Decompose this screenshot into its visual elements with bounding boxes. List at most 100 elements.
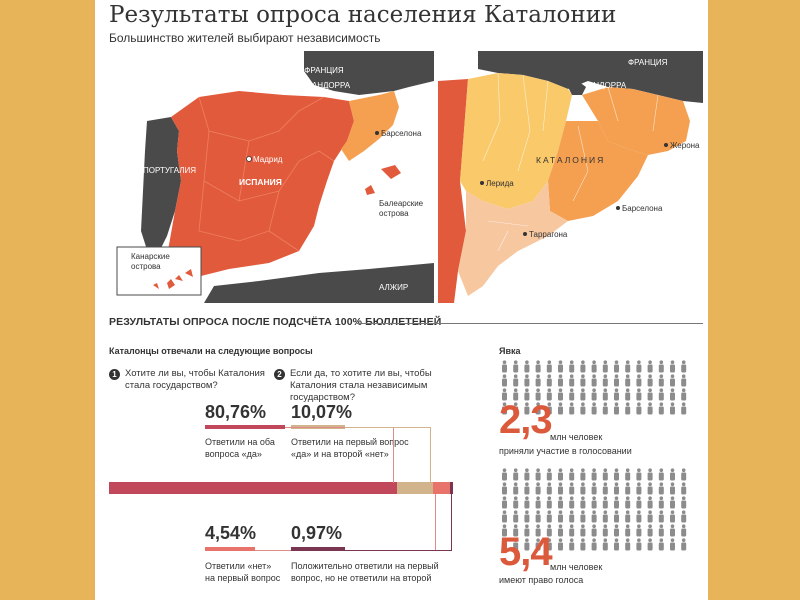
person-icon xyxy=(558,374,563,386)
result-3-bar xyxy=(205,547,255,551)
person-icon xyxy=(648,388,653,400)
person-icon xyxy=(513,482,518,494)
person-icon xyxy=(659,360,664,372)
person-icon xyxy=(648,482,653,494)
person-icon xyxy=(513,510,518,522)
person-icon xyxy=(592,360,597,372)
page-title: Результаты опроса населения Каталонии xyxy=(109,2,616,28)
person-icon xyxy=(547,468,552,480)
label-spain: ИСПАНИЯ xyxy=(239,177,282,187)
label-barcelona-left: Барселона xyxy=(381,129,422,138)
person-icon xyxy=(614,538,619,550)
person-icon xyxy=(558,496,563,508)
label-catalonia: КАТАЛОНИЯ xyxy=(536,155,605,165)
person-icon xyxy=(670,524,675,536)
person-icon xyxy=(558,468,563,480)
person-icon xyxy=(614,388,619,400)
person-icon xyxy=(625,482,630,494)
person-icon xyxy=(681,510,686,522)
person-icon xyxy=(592,388,597,400)
person-icon xyxy=(614,496,619,508)
person-icon xyxy=(580,510,585,522)
person-icon xyxy=(592,482,597,494)
person-icon xyxy=(625,402,630,414)
participated-value: 2,3 xyxy=(499,398,552,443)
result-4-label: Положительно ответили на первый вопрос, н… xyxy=(291,560,439,584)
person-icon xyxy=(648,538,653,550)
person-icon xyxy=(502,482,507,494)
person-icon xyxy=(536,374,541,386)
person-icon xyxy=(670,468,675,480)
person-icon xyxy=(648,402,653,414)
person-icon xyxy=(681,360,686,372)
label-girona: Жерона xyxy=(670,141,700,150)
person-icon xyxy=(580,468,585,480)
person-icon xyxy=(536,482,541,494)
result-4-value: 0,97% xyxy=(291,523,342,544)
person-icon xyxy=(636,388,641,400)
person-icon xyxy=(603,482,608,494)
person-icon xyxy=(502,510,507,522)
person-icon xyxy=(636,524,641,536)
person-icon xyxy=(569,402,574,414)
label-madrid: Мадрид xyxy=(253,155,283,164)
person-icon xyxy=(603,524,608,536)
connector-result-4 xyxy=(345,494,452,551)
person-icon xyxy=(592,524,597,536)
person-icon xyxy=(580,538,585,550)
person-icon xyxy=(558,360,563,372)
label-tarragona: Таррагона xyxy=(529,230,568,239)
person-icon xyxy=(592,402,597,414)
eligible-value: 5,4 xyxy=(499,530,552,575)
person-icon xyxy=(524,496,529,508)
result-1-value: 80,76% xyxy=(205,402,266,423)
person-icon xyxy=(681,482,686,494)
person-icon xyxy=(513,374,518,386)
person-icon xyxy=(524,482,529,494)
person-icon xyxy=(569,388,574,400)
person-icon xyxy=(659,524,664,536)
person-icon xyxy=(659,482,664,494)
person-icon xyxy=(659,468,664,480)
person-icon xyxy=(648,374,653,386)
label-andorra-right: АНДОРРА xyxy=(588,81,627,90)
person-icon xyxy=(681,402,686,414)
person-icon xyxy=(592,510,597,522)
person-icon xyxy=(681,374,686,386)
result-3-value: 4,54% xyxy=(205,523,256,544)
person-icon xyxy=(625,524,630,536)
person-icon xyxy=(580,496,585,508)
person-icon xyxy=(558,538,563,550)
person-icon xyxy=(681,496,686,508)
person-icon xyxy=(636,374,641,386)
person-icon xyxy=(681,468,686,480)
person-icon xyxy=(502,468,507,480)
person-icon xyxy=(580,482,585,494)
person-icon xyxy=(681,538,686,550)
person-icon xyxy=(558,402,563,414)
bar-segment-yes-no xyxy=(397,482,433,494)
person-icon xyxy=(625,388,630,400)
person-icon xyxy=(547,360,552,372)
person-icon xyxy=(547,374,552,386)
person-icon xyxy=(524,468,529,480)
person-icon xyxy=(625,360,630,372)
person-icon xyxy=(636,510,641,522)
person-icon xyxy=(513,496,518,508)
person-icon xyxy=(547,482,552,494)
label-france-left: ФРАНЦИЯ xyxy=(304,66,344,75)
person-icon xyxy=(558,510,563,522)
person-icon xyxy=(614,402,619,414)
person-icon xyxy=(513,360,518,372)
person-icon xyxy=(592,374,597,386)
bar-segment-yes-blank xyxy=(450,482,453,494)
person-icon xyxy=(502,360,507,372)
person-icon xyxy=(625,374,630,386)
person-icon xyxy=(569,360,574,372)
page-subtitle: Большинство жителей выбирают независимос… xyxy=(109,31,380,45)
person-icon xyxy=(614,374,619,386)
bar-segment-both-yes xyxy=(109,482,397,494)
person-icon xyxy=(648,360,653,372)
question-1-number: 1 xyxy=(109,369,120,380)
person-icon xyxy=(625,510,630,522)
